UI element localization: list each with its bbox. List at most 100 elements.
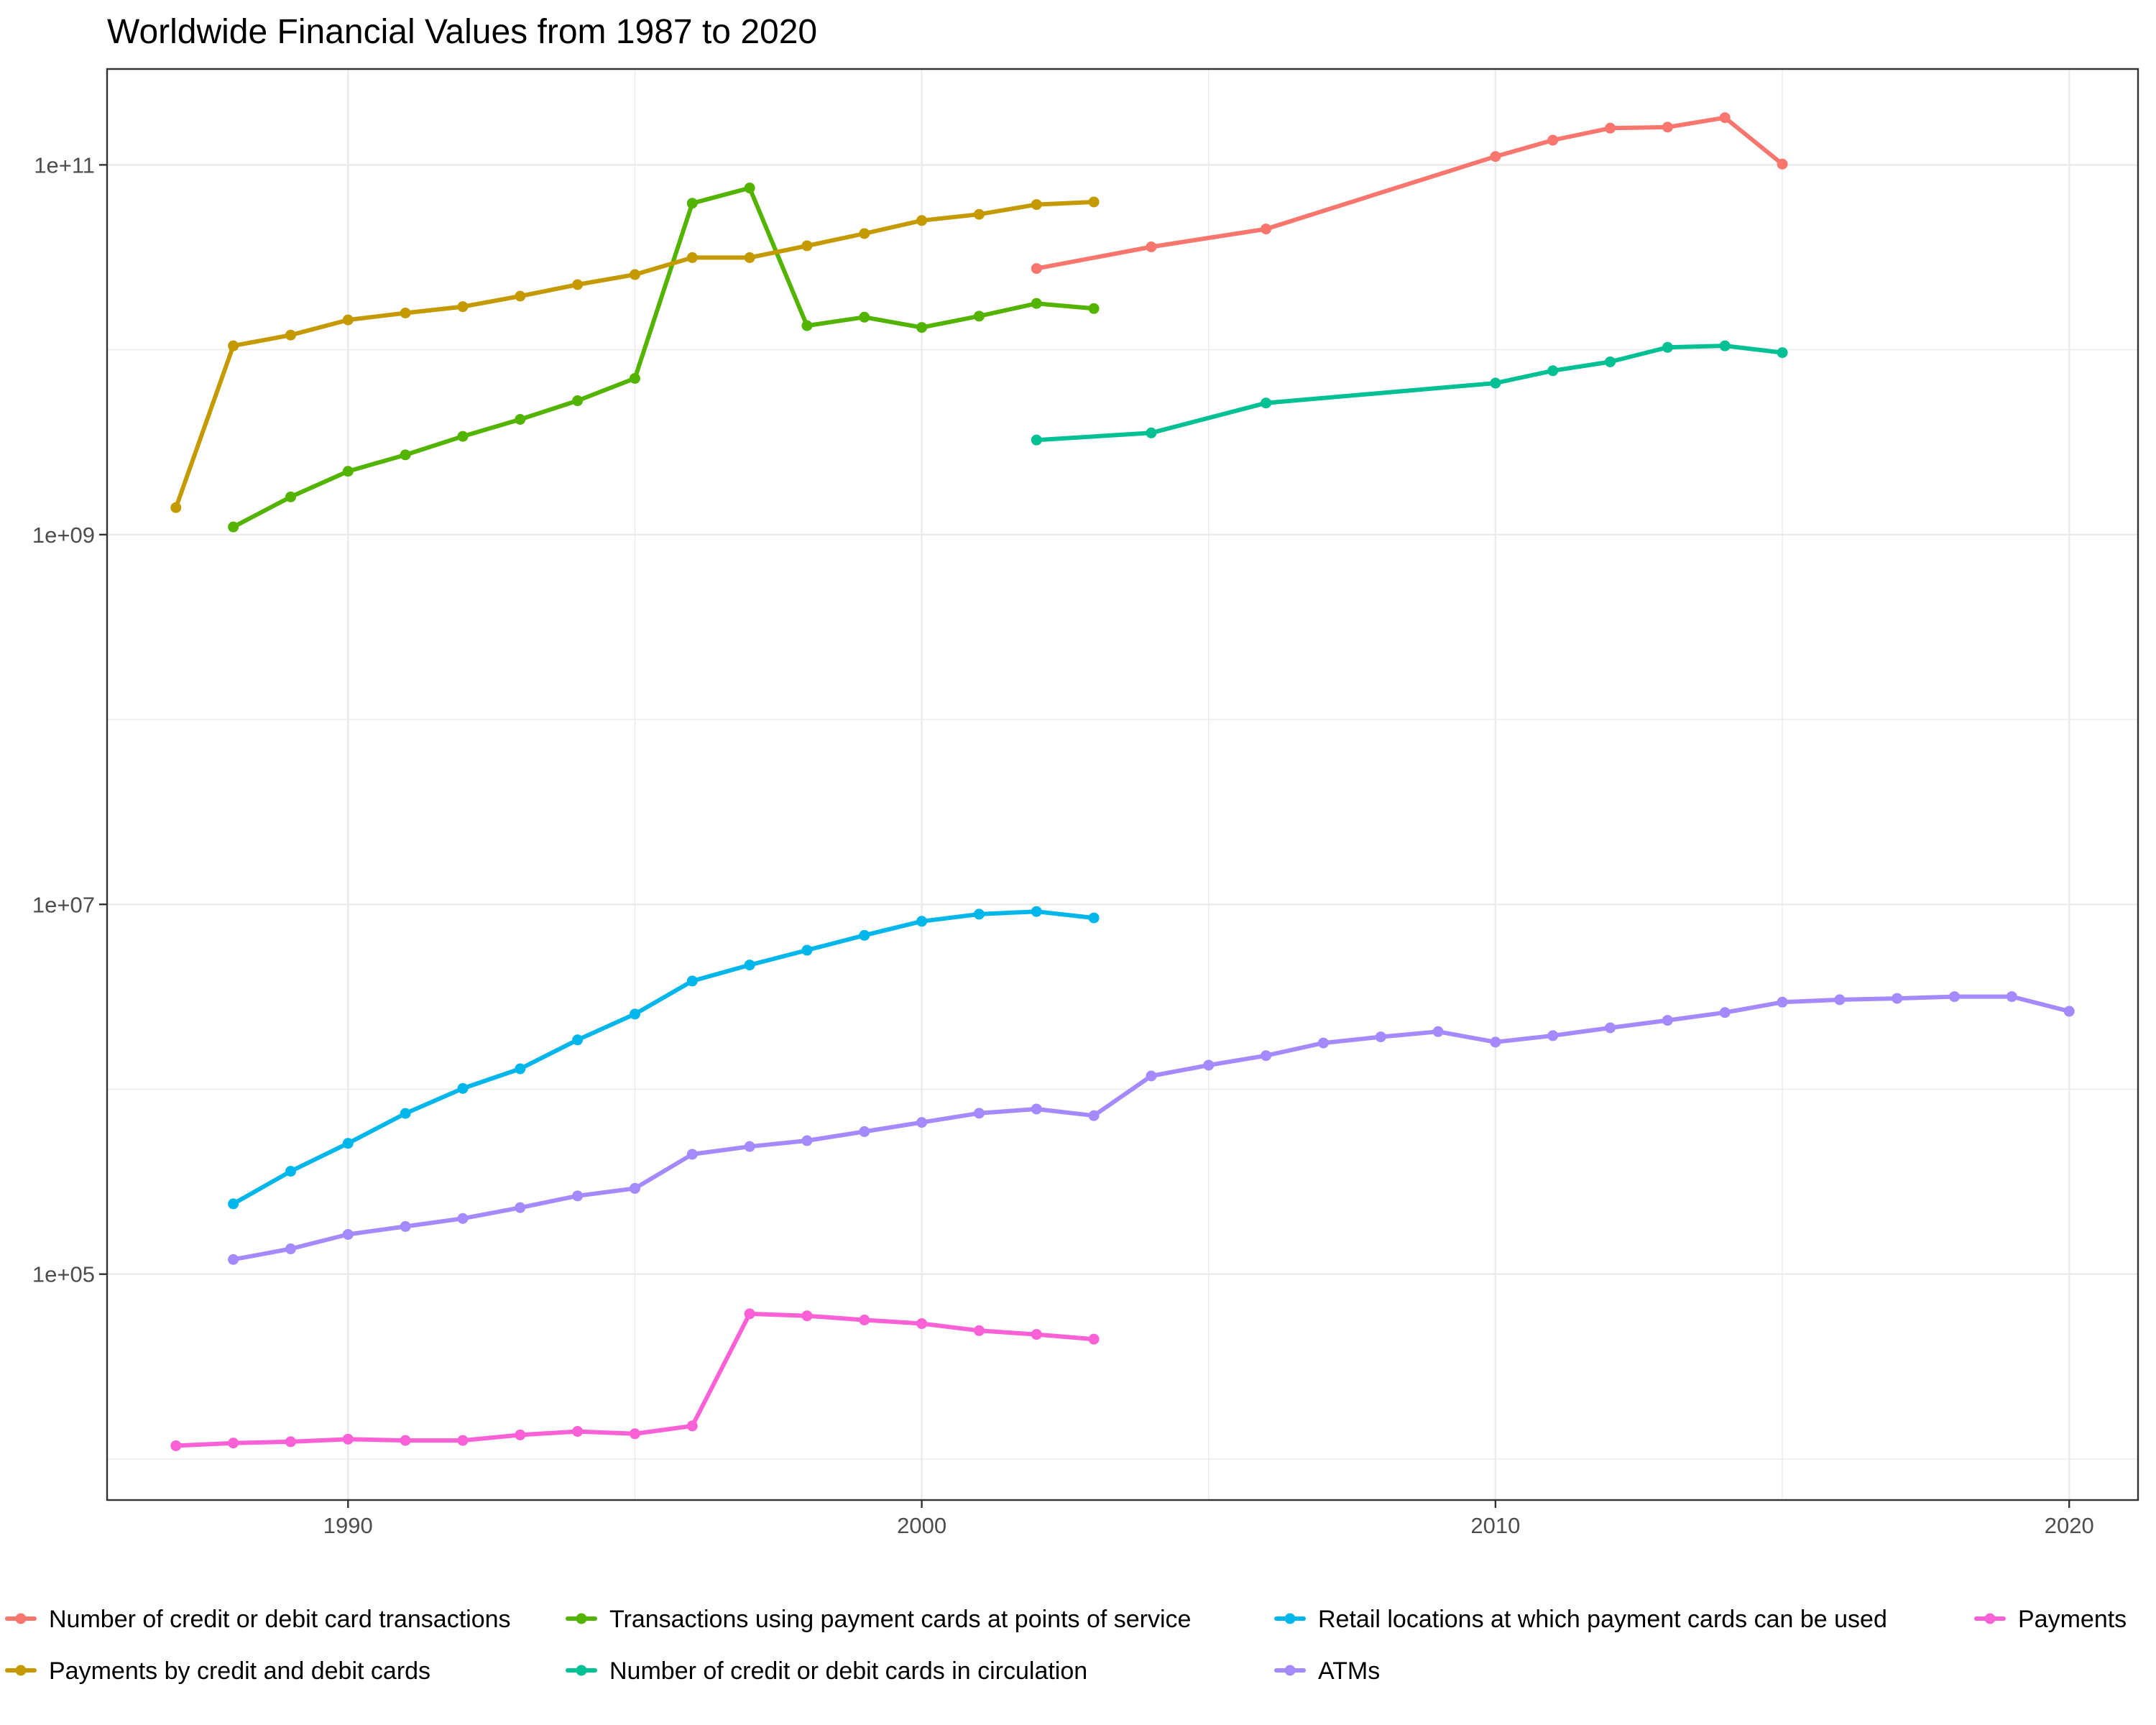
data-point (686, 1149, 698, 1160)
data-point (1547, 1030, 1559, 1041)
data-point (1146, 242, 1157, 253)
data-point (400, 307, 411, 318)
data-point (1203, 1059, 1215, 1071)
data-point (572, 1034, 584, 1046)
data-point (342, 1138, 354, 1149)
data-point (2006, 991, 2017, 1003)
legend-item: Transactions using payment cards at poin… (566, 1606, 1191, 1633)
legend-label: Number of credit or debit cards in circu… (609, 1657, 1087, 1685)
data-point (916, 215, 928, 226)
data-point (973, 908, 985, 920)
data-point (1031, 298, 1042, 309)
legend-label: Number of credit or debit card transacti… (49, 1606, 511, 1633)
legend-key-point (15, 1613, 27, 1624)
x-tick-label: 1990 (323, 1513, 373, 1538)
data-point (1088, 1333, 1100, 1345)
data-point (170, 1440, 182, 1451)
data-point (572, 1190, 584, 1202)
data-point (686, 198, 698, 209)
data-point (400, 1435, 411, 1446)
data-point (629, 1182, 640, 1194)
data-point (1777, 347, 1788, 359)
data-point (228, 521, 239, 533)
data-point (285, 1243, 296, 1255)
data-point (1261, 1050, 1272, 1062)
data-point (400, 1108, 411, 1119)
data-point (686, 252, 698, 263)
data-point (973, 208, 985, 220)
legend-key-point (576, 1613, 587, 1624)
data-point (801, 1310, 813, 1322)
data-point (1317, 1037, 1329, 1049)
data-point (1605, 122, 1616, 134)
data-point (1375, 1031, 1386, 1043)
series-group (228, 906, 1100, 1210)
data-point (1547, 365, 1559, 377)
axes: 1990 2000 2010 2020 1e+05 1e+07 1e+09 1e+11 (32, 152, 2094, 1538)
data-point (228, 1438, 239, 1449)
data-point (973, 1108, 985, 1119)
data-point (515, 1202, 526, 1213)
data-point (1605, 356, 1616, 367)
legend-item: Payments by credit and debit cards (5, 1657, 430, 1685)
data-point (801, 944, 813, 956)
data-point (1777, 158, 1788, 170)
data-point (1031, 434, 1042, 446)
data-point (515, 1063, 526, 1075)
data-point (916, 1117, 928, 1128)
data-point (1261, 224, 1272, 235)
data-point (1777, 996, 1788, 1008)
data-point (285, 329, 296, 341)
y-tick-label: 1e+07 (32, 892, 95, 917)
data-point (342, 1433, 354, 1445)
data-point (457, 301, 469, 313)
plot-panel-border (106, 68, 2139, 1501)
data-point (170, 502, 182, 513)
data-point (744, 960, 755, 971)
data-point (916, 1318, 928, 1330)
data-point (228, 1254, 239, 1265)
data-point (686, 1420, 698, 1432)
legend-label: Transactions using payment cards at poin… (609, 1606, 1191, 1633)
data-point (801, 1135, 813, 1146)
data-point (457, 1213, 469, 1224)
data-point (744, 183, 755, 194)
legend-item: Number of credit or debit cards in circu… (566, 1657, 1087, 1685)
data-point (1490, 1036, 1501, 1048)
data-point (2063, 1006, 2075, 1017)
data-point (1490, 377, 1501, 389)
data-point (1031, 1329, 1042, 1340)
legend-key-point (15, 1665, 27, 1676)
data-point (801, 240, 813, 252)
legend-item: Number of credit or debit card transacti… (5, 1606, 511, 1633)
data-point (515, 1429, 526, 1440)
data-point (1031, 199, 1042, 211)
chart-title: Worldwide Financial Values from 1987 to … (107, 13, 817, 51)
series-group (228, 991, 2075, 1265)
data-point (859, 311, 870, 323)
legend-label: Payments (2018, 1606, 2127, 1633)
series-line (231, 909, 1097, 1206)
legend-label: Retail locations at which payment cards … (1318, 1606, 1887, 1633)
legend-key-point (1984, 1613, 1996, 1624)
data-point (572, 1426, 584, 1438)
legend: Number of credit or debit card transacti… (5, 1606, 2127, 1685)
data-point (859, 1126, 870, 1137)
data-point (686, 975, 698, 987)
data-point (1088, 303, 1100, 314)
data-point (916, 916, 928, 927)
data-point (1834, 994, 1846, 1006)
data-point (1892, 993, 1903, 1004)
data-point (1719, 112, 1731, 124)
data-point (572, 395, 584, 407)
data-point (1031, 263, 1042, 275)
gridlines (107, 69, 2138, 1500)
data-point (1719, 340, 1731, 351)
data-point (744, 252, 755, 263)
data-point (973, 1325, 985, 1336)
data-point (342, 314, 354, 326)
data-point (1662, 341, 1673, 353)
data-point (744, 1308, 755, 1320)
data-point (285, 1436, 296, 1448)
data-point (228, 340, 239, 351)
